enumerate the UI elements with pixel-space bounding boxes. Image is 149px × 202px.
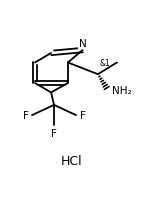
- Text: N: N: [79, 39, 86, 49]
- Text: F: F: [22, 110, 28, 121]
- Text: F: F: [80, 110, 86, 121]
- Text: HCl: HCl: [61, 154, 82, 167]
- Text: &1: &1: [99, 59, 110, 67]
- Text: F: F: [51, 128, 57, 138]
- Text: NH₂: NH₂: [112, 86, 131, 96]
